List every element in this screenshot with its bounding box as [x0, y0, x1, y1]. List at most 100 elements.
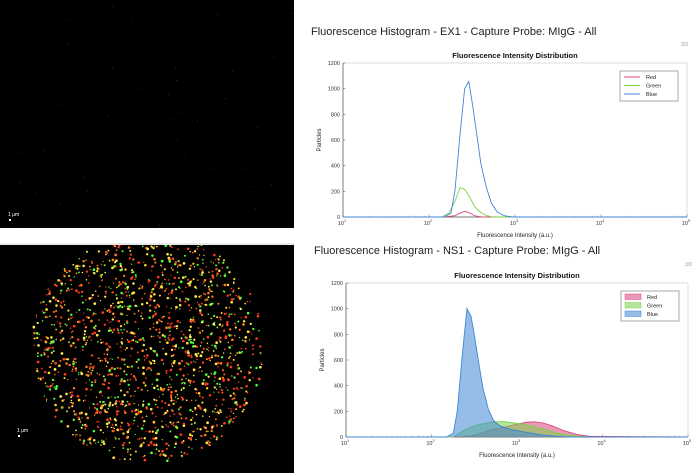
- faint-dot: [42, 5, 44, 7]
- histogram-chart-ns1: Fluorescence Intensity Distribution02004…: [320, 271, 691, 459]
- fluorescent-particle: [132, 375, 135, 378]
- fluorescent-particle: [145, 349, 147, 351]
- y-tick-label: 200: [334, 409, 343, 415]
- fluorescent-particle: [125, 373, 128, 376]
- fluorescent-particle: [111, 291, 114, 294]
- fluorescent-particle: [181, 346, 185, 350]
- fluorescent-particle: [188, 339, 191, 342]
- fluorescent-particle: [119, 402, 123, 406]
- fluorescent-particle: [186, 247, 190, 251]
- fluorescent-particle: [174, 389, 178, 393]
- fluorescent-particle: [231, 298, 234, 301]
- fluorescent-particle: [125, 404, 128, 407]
- x-tick-label: 101: [338, 219, 346, 227]
- fluorescent-particle: [118, 437, 121, 440]
- fluorescent-particle: [227, 341, 230, 344]
- fluorescent-particle: [234, 354, 237, 357]
- fluorescent-particle: [222, 329, 226, 332]
- fluorescent-particle: [149, 407, 153, 411]
- fluorescent-particle: [127, 246, 131, 249]
- fluorescent-particle: [189, 250, 191, 253]
- fluorescent-particle: [191, 416, 194, 419]
- fluorescent-particle: [117, 375, 120, 377]
- fluorescent-particle: [101, 383, 104, 386]
- fluorescent-particle: [150, 291, 153, 294]
- fluorescent-particle: [207, 350, 210, 352]
- fluorescent-particle: [201, 271, 204, 274]
- fluorescent-particle: [161, 420, 163, 422]
- fluorescent-particle: [246, 391, 249, 394]
- fluorescent-particle: [94, 379, 97, 382]
- fluorescent-particle: [71, 370, 74, 373]
- fluorescent-particle: [190, 361, 193, 364]
- fluorescent-particle: [215, 347, 217, 350]
- fluorescent-particle: [159, 454, 162, 457]
- fluorescent-particle: [108, 345, 111, 348]
- fluorescent-particle: [189, 334, 191, 336]
- fluorescent-particle: [125, 294, 128, 297]
- fluorescent-particle: [155, 399, 158, 402]
- fluorescent-particle: [184, 417, 188, 420]
- fluorescent-particle: [158, 305, 161, 308]
- fluorescent-particle: [61, 337, 65, 340]
- fluorescent-particle: [119, 458, 121, 461]
- fluorescent-particle: [244, 347, 247, 350]
- fluorescent-particle: [209, 290, 211, 292]
- fluorescent-particle: [90, 388, 92, 391]
- fluorescent-particle: [190, 423, 193, 425]
- fluorescent-particle: [200, 295, 202, 297]
- fluorescent-particle: [52, 383, 54, 385]
- fluorescent-particle: [199, 273, 201, 275]
- fluorescent-particle: [69, 317, 72, 320]
- fluorescent-particle: [150, 245, 153, 248]
- fluorescent-particle: [130, 263, 133, 265]
- fluorescent-particle: [137, 404, 140, 406]
- fluorescent-particle: [193, 338, 196, 341]
- fluorescent-particle: [189, 384, 191, 387]
- fluorescent-particle: [67, 318, 70, 321]
- fluorescent-particle: [138, 437, 141, 440]
- fluorescent-particle: [109, 305, 112, 309]
- fluorescent-particle: [142, 366, 145, 369]
- fluorescent-particle: [36, 336, 39, 340]
- fluorescent-particle: [195, 307, 198, 310]
- fluorescent-particle: [211, 302, 214, 305]
- fluorescent-particle: [216, 411, 218, 414]
- fluorescent-particle: [142, 455, 145, 458]
- fluorescent-particle: [165, 442, 168, 446]
- fluorescent-particle: [44, 311, 46, 314]
- fluorescent-particle: [202, 292, 205, 295]
- fluorescent-particle: [223, 421, 226, 425]
- fluorescent-particle: [234, 407, 238, 411]
- fluorescent-particle: [166, 322, 169, 325]
- fluorescent-particle: [220, 424, 223, 427]
- fluorescent-particle: [165, 306, 168, 308]
- fluorescent-particle: [96, 264, 99, 267]
- fluorescent-particle: [238, 351, 241, 354]
- fluorescent-particle: [141, 312, 143, 314]
- fluorescent-particle: [50, 362, 53, 365]
- fluorescent-particle: [201, 361, 205, 364]
- fluorescent-particle: [96, 420, 99, 423]
- faint-dot: [210, 167, 212, 169]
- fluorescent-particle: [163, 315, 165, 318]
- fluorescent-particle: [88, 407, 91, 409]
- fluorescent-particle: [182, 339, 185, 343]
- fluorescent-particle: [196, 427, 199, 430]
- fluorescent-particle: [105, 342, 108, 346]
- fluorescence-dots-ex1: [10, 0, 293, 228]
- fluorescent-particle: [174, 425, 178, 429]
- fluorescent-particle: [167, 388, 170, 391]
- fluorescent-particle: [161, 282, 164, 285]
- fluorescent-particle: [146, 354, 149, 357]
- fluorescent-particle: [91, 293, 94, 297]
- fluorescent-particle: [60, 325, 62, 327]
- fluorescent-particle: [113, 367, 117, 371]
- fluorescent-particle: [102, 260, 104, 263]
- x-tick-label: 102: [426, 439, 434, 447]
- fluorescent-particle: [227, 315, 231, 318]
- fluorescent-particle: [170, 339, 173, 342]
- fluorescent-particle: [73, 358, 75, 360]
- scale-bar-label: 1 µm: [17, 428, 29, 434]
- fluorescent-particle: [191, 434, 194, 437]
